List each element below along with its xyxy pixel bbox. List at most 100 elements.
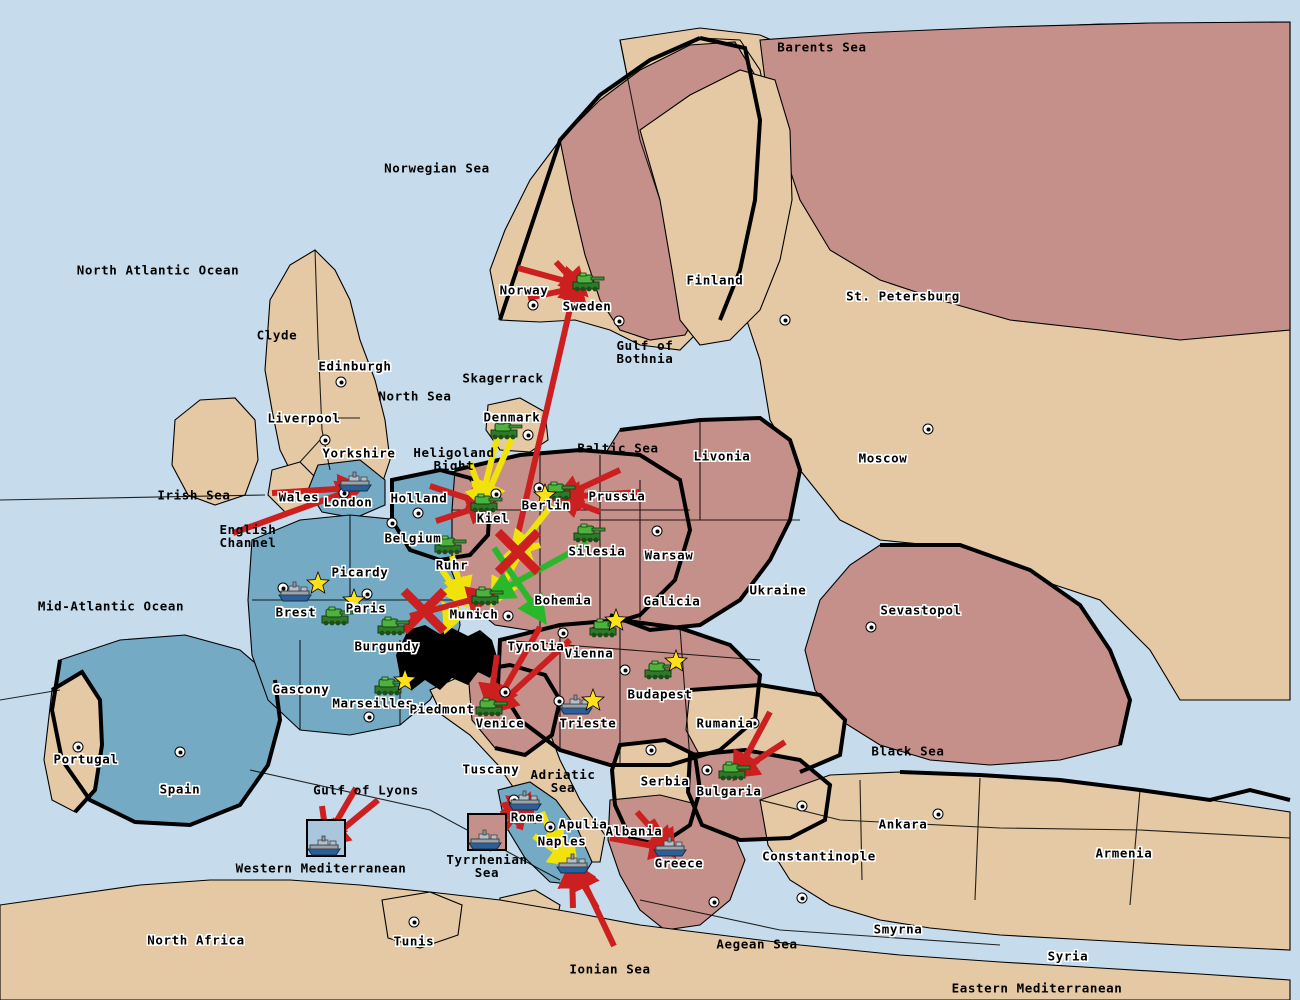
supply-center-greece[interactable]: [708, 896, 720, 908]
fleet-ship-icon: [468, 829, 502, 850]
unit-a-kiel[interactable]: [469, 491, 503, 517]
army-tank-icon: [573, 523, 606, 543]
unit-a-paris[interactable]: [320, 604, 354, 630]
region-north-africa: [0, 879, 1291, 1000]
region-britain: [264, 249, 391, 506]
supply-center-rumania[interactable]: [748, 717, 760, 729]
army-tank-icon: [572, 272, 605, 292]
unit-a-vienna[interactable]: [588, 616, 622, 642]
unit-f-rome[interactable]: [507, 790, 543, 816]
supply-center-bulgaria[interactable]: [701, 764, 713, 776]
supply-center-warsaw[interactable]: [651, 525, 663, 537]
power-borders: [49, 36, 1291, 848]
hold-star-budapest: [663, 648, 689, 677]
supply-center-constantinople[interactable]: [796, 800, 808, 812]
failed-order-cross-munich: [400, 587, 448, 635]
army-tank-icon: [471, 586, 504, 606]
failed-order-cross-bohemia: [494, 528, 542, 576]
army-tank-icon: [718, 761, 751, 781]
supply-center-liverpool[interactable]: [319, 434, 331, 446]
army-tank-icon: [543, 481, 576, 501]
supply-center-belgium[interactable]: [386, 517, 398, 529]
order-arrow-eng-lon-a: [231, 480, 367, 536]
supply-center-venice[interactable]: [499, 686, 511, 698]
fleet-ship-icon: [556, 853, 590, 874]
army-tank-icon: [321, 606, 354, 626]
supply-center-smyrna[interactable]: [796, 892, 808, 904]
star-icon: [341, 587, 367, 611]
supply-center-munich[interactable]: [502, 610, 514, 622]
fleet-ship-icon: [653, 836, 687, 857]
unit-a-denmark[interactable]: [489, 418, 523, 444]
order-arrow-nor-swe-c: [527, 276, 592, 306]
star-icon: [305, 570, 331, 594]
star-icon: [532, 482, 558, 506]
star-icon: [603, 607, 629, 631]
supply-center-denmark[interactable]: [522, 429, 534, 441]
order-arrow-ion-nap-c: [557, 858, 588, 909]
order-arrow-nap-sup-c: [549, 832, 579, 873]
supply-center-st-petersburg[interactable]: [779, 314, 791, 326]
order-arrow-rum-bul-b: [728, 739, 787, 779]
supply-center-spain[interactable]: [174, 746, 186, 758]
army-tank-icon: [490, 420, 523, 440]
unit-a-burgundy[interactable]: [376, 614, 410, 640]
supply-center-marseilles[interactable]: [363, 711, 375, 723]
unit-a-berlin[interactable]: [542, 479, 576, 505]
dislodged-unit-sprite-d-western-med[interactable]: [306, 835, 342, 861]
hold-star-paris: [341, 587, 367, 616]
fleet-ship-icon: [508, 790, 542, 811]
star-icon: [580, 687, 606, 711]
order-arrow-sil-green: [484, 540, 590, 600]
unit-a-bulgaria[interactable]: [717, 759, 751, 785]
order-norway-to-sweden: [515, 271, 587, 535]
fleet-ship-icon: [338, 471, 372, 492]
fleet-ship-icon: [278, 581, 312, 602]
dislodged-unit-sprite-d-tyrrhenian[interactable]: [467, 829, 503, 855]
hold-star-trieste: [580, 687, 606, 716]
supply-center-paris[interactable]: [361, 588, 373, 600]
supply-center-portugal[interactable]: [72, 741, 84, 753]
supply-center-vienna[interactable]: [557, 627, 569, 639]
order-arrow-green-b: [491, 546, 547, 625]
unit-a-ruhr[interactable]: [433, 533, 467, 559]
supply-center-serbia[interactable]: [645, 744, 657, 756]
region-tunis: [381, 891, 463, 949]
army-tank-icon: [434, 535, 467, 555]
supply-center-ankara[interactable]: [932, 808, 944, 820]
unit-f-london[interactable]: [337, 471, 373, 497]
army-tank-icon: [475, 697, 508, 717]
unit-a-munich[interactable]: [470, 584, 504, 610]
order-arrow-ruh-sup-mun2: [439, 568, 469, 609]
unit-a-sweden[interactable]: [571, 270, 605, 296]
hold-star-brest: [305, 570, 331, 599]
supply-center-sweden[interactable]: [613, 315, 625, 327]
unit-f-naples[interactable]: [555, 853, 591, 879]
fleet-ship-icon: [307, 835, 341, 856]
army-tank-icon: [589, 618, 622, 638]
star-icon: [663, 648, 689, 672]
supply-center-moscow[interactable]: [922, 423, 934, 435]
star-icon: [392, 667, 418, 691]
order-arrow-pru-ber-c: [551, 490, 602, 519]
unit-f-greece[interactable]: [652, 836, 688, 862]
supply-center-tunis[interactable]: [408, 916, 420, 928]
hold-star-marseilles: [392, 667, 418, 696]
supply-center-sevastopol[interactable]: [865, 621, 877, 633]
unit-a-silesia[interactable]: [572, 521, 606, 547]
unit-a-venice[interactable]: [474, 695, 508, 721]
army-tank-icon: [470, 493, 503, 513]
supply-center-budapest[interactable]: [619, 664, 631, 676]
supply-center-norway[interactable]: [527, 299, 539, 311]
supply-center-trieste[interactable]: [553, 695, 565, 707]
unit-f-brest[interactable]: [277, 581, 313, 607]
order-arrow-tyr-ven-b: [488, 637, 573, 715]
supply-center-holland[interactable]: [412, 507, 424, 519]
region-finland: [639, 69, 793, 346]
supply-center-edinburgh[interactable]: [335, 376, 347, 388]
region-ireland: [171, 397, 259, 506]
supply-center-naples[interactable]: [544, 821, 556, 833]
